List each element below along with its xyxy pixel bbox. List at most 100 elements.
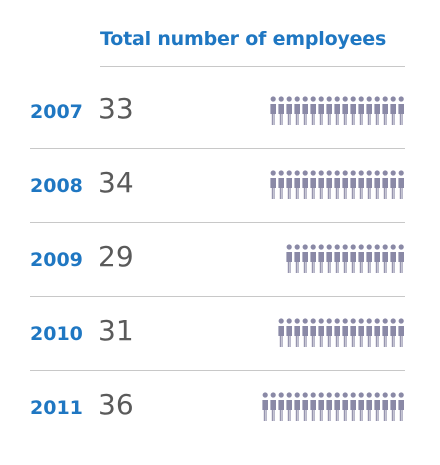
person-icon (294, 96, 300, 125)
person-icon (374, 244, 380, 273)
chart-title: Total number of employees (100, 28, 387, 50)
person-icon (342, 170, 348, 199)
person-icon (310, 170, 316, 199)
person-icon (374, 96, 380, 125)
person-icon (334, 392, 340, 421)
employee-count: 33 (98, 92, 134, 125)
year-label: 2009 (30, 249, 83, 271)
person-icon (302, 392, 308, 421)
person-icon (270, 170, 276, 199)
person-icon (294, 244, 300, 273)
person-icon (278, 96, 284, 125)
row-divider (30, 296, 405, 297)
person-icon-group (278, 318, 404, 347)
person-icon (262, 392, 268, 421)
person-icon (334, 318, 340, 347)
person-icon (350, 392, 356, 421)
person-icon (326, 318, 332, 347)
person-icon-group (262, 392, 404, 421)
person-icon (326, 392, 332, 421)
person-icon (278, 318, 284, 347)
row-divider (30, 148, 405, 149)
row-2009: 2009 29 (0, 240, 440, 280)
person-icon (358, 244, 364, 273)
person-icon (382, 244, 388, 273)
year-label: 2007 (30, 101, 83, 123)
person-icon (358, 318, 364, 347)
person-icon (270, 96, 276, 125)
person-icon (382, 96, 388, 125)
person-icon (374, 170, 380, 199)
person-icon (318, 392, 324, 421)
person-icon (350, 170, 356, 199)
person-icon (318, 244, 324, 273)
row-2008: 2008 34 (0, 166, 440, 206)
person-icon (318, 170, 324, 199)
person-icon (390, 392, 396, 421)
year-label: 2011 (30, 397, 83, 419)
person-icon (342, 318, 348, 347)
person-icon (278, 392, 284, 421)
person-icon (342, 244, 348, 273)
person-icon (278, 170, 284, 199)
person-icon (302, 318, 308, 347)
person-icon (374, 318, 380, 347)
person-icon (366, 170, 372, 199)
person-icon (302, 170, 308, 199)
person-icon-group (286, 244, 404, 273)
row-2007: 2007 33 (0, 92, 440, 132)
person-icon (310, 392, 316, 421)
person-icon (358, 392, 364, 421)
row-2011: 2011 36 (0, 388, 440, 428)
person-icon (390, 318, 396, 347)
person-icon (326, 96, 332, 125)
person-icon (318, 96, 324, 125)
person-icon (390, 244, 396, 273)
employee-count: 29 (98, 240, 134, 273)
person-icon (382, 318, 388, 347)
year-label: 2010 (30, 323, 83, 345)
person-icon (310, 244, 316, 273)
person-icon (286, 244, 292, 273)
row-divider (30, 370, 405, 371)
employee-count: 31 (98, 314, 134, 347)
person-icon (294, 170, 300, 199)
person-icon (358, 170, 364, 199)
title-divider (100, 66, 405, 67)
person-icon (398, 392, 404, 421)
person-icon (398, 170, 404, 199)
person-icon (366, 318, 372, 347)
row-2010: 2010 31 (0, 314, 440, 354)
person-icon (334, 244, 340, 273)
person-icon (350, 318, 356, 347)
person-icon (366, 244, 372, 273)
person-icon (350, 96, 356, 125)
person-icon (398, 318, 404, 347)
employee-count: 36 (98, 388, 134, 421)
person-icon-group (270, 96, 404, 125)
person-icon (382, 392, 388, 421)
row-divider (30, 222, 405, 223)
person-icon (398, 244, 404, 273)
person-icon (390, 96, 396, 125)
person-icon (398, 96, 404, 125)
person-icon (294, 392, 300, 421)
person-icon (326, 170, 332, 199)
person-icon (318, 318, 324, 347)
year-label: 2008 (30, 175, 83, 197)
person-icon (334, 170, 340, 199)
person-icon (342, 392, 348, 421)
person-icon (302, 96, 308, 125)
person-icon (326, 244, 332, 273)
person-icon-group (270, 170, 404, 199)
person-icon (358, 96, 364, 125)
person-icon (310, 318, 316, 347)
person-icon (374, 392, 380, 421)
person-icon (286, 318, 292, 347)
person-icon (302, 244, 308, 273)
person-icon (294, 318, 300, 347)
person-icon (382, 170, 388, 199)
employee-count: 34 (98, 166, 134, 199)
person-icon (286, 392, 292, 421)
person-icon (270, 392, 276, 421)
